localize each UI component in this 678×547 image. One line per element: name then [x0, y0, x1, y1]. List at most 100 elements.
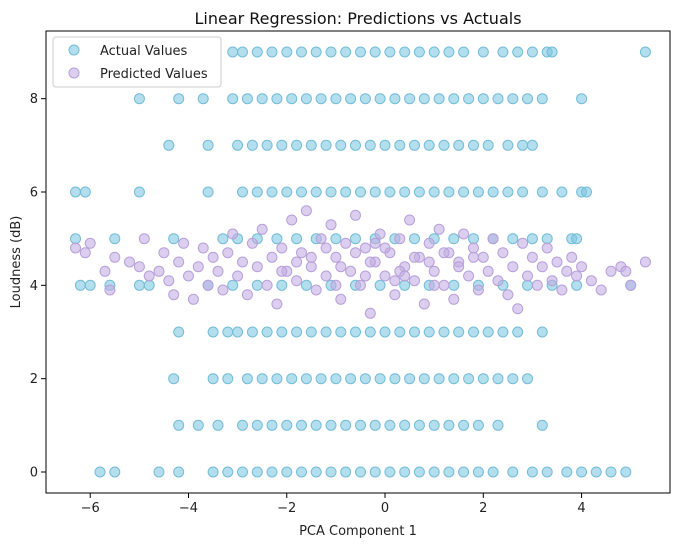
predicted-point	[468, 242, 479, 254]
x-tick-label: 0	[381, 501, 389, 516]
actual-point	[399, 279, 411, 291]
predicted-point	[212, 265, 224, 277]
actual-point	[251, 466, 263, 478]
y-tick-label: 4	[30, 279, 38, 294]
predicted-point	[497, 247, 509, 259]
predicted-point	[576, 261, 588, 273]
actual-point	[271, 373, 283, 385]
predicted-point	[325, 219, 337, 231]
predicted-point	[251, 261, 263, 273]
predicted-point	[404, 214, 416, 226]
actual-point	[325, 419, 337, 431]
predicted-point	[389, 289, 401, 301]
predicted-point	[595, 284, 607, 296]
predicted-point	[99, 265, 111, 277]
predicted-point	[340, 237, 352, 249]
predicted-point	[187, 293, 199, 305]
actual-point	[620, 466, 632, 478]
predicted-point	[291, 275, 303, 287]
actual-point	[517, 186, 529, 198]
actual-point	[639, 46, 651, 58]
predicted-point	[330, 251, 342, 263]
actual-point	[472, 186, 484, 198]
predicted-point	[620, 265, 632, 277]
actual-point	[571, 279, 583, 291]
predicted-point	[79, 247, 91, 259]
actual-point	[345, 93, 357, 105]
actual-point	[605, 466, 617, 478]
actual-point	[458, 419, 470, 431]
actual-point	[512, 46, 524, 58]
actual-point	[315, 93, 327, 105]
actual-point	[482, 139, 494, 151]
actual-point	[423, 139, 435, 151]
actual-point	[212, 419, 224, 431]
actual-point	[468, 326, 479, 338]
actual-point	[384, 419, 396, 431]
x-tick-label: −2	[277, 501, 296, 516]
actual-point	[237, 466, 248, 478]
actual-point	[497, 46, 509, 58]
actual-point	[369, 419, 381, 431]
actual-point	[379, 326, 391, 338]
actual-point	[256, 93, 268, 105]
predicted-point	[546, 275, 558, 287]
x-axis-label: PCA Component 1	[299, 524, 417, 539]
actual-point	[458, 46, 470, 58]
actual-point	[320, 326, 332, 338]
actual-point	[487, 466, 499, 478]
actual-point	[428, 46, 440, 58]
actual-point	[202, 186, 214, 198]
actual-point	[458, 466, 470, 478]
predicted-point	[241, 289, 253, 301]
predicted-point	[178, 237, 190, 249]
actual-point	[168, 373, 180, 385]
predicted-point	[153, 265, 165, 277]
actual-point	[502, 186, 514, 198]
actual-point	[369, 46, 381, 58]
actual-point	[477, 373, 489, 385]
actual-point	[325, 466, 337, 478]
actual-point	[463, 373, 475, 385]
actual-point	[241, 93, 253, 105]
actual-point	[399, 466, 411, 478]
actual-point	[350, 326, 361, 338]
actual-point	[536, 326, 548, 338]
predicted-point	[158, 247, 170, 259]
predicted-point	[222, 247, 234, 259]
actual-point	[266, 466, 278, 478]
actual-point	[227, 93, 239, 105]
actual-point	[374, 279, 386, 291]
predicted-point	[168, 289, 180, 301]
actual-point	[207, 326, 219, 338]
actual-point	[310, 419, 322, 431]
actual-point	[374, 373, 386, 385]
predicted-point	[541, 242, 553, 254]
actual-point	[522, 279, 533, 291]
actual-point	[364, 139, 376, 151]
predicted-point	[124, 256, 135, 268]
predicted-point	[330, 279, 342, 291]
actual-point	[418, 93, 430, 105]
predicted-point	[409, 275, 420, 287]
actual-point	[340, 466, 352, 478]
actual-point	[359, 93, 371, 105]
actual-point	[541, 233, 553, 245]
actual-point	[482, 326, 494, 338]
actual-point	[300, 279, 312, 291]
actual-point	[404, 373, 416, 385]
actual-point	[374, 93, 386, 105]
actual-point	[296, 46, 307, 58]
actual-point	[359, 373, 371, 385]
predicted-point	[389, 275, 401, 287]
actual-point	[507, 466, 519, 478]
predicted-point	[359, 270, 371, 282]
actual-point	[379, 139, 391, 151]
predicted-point	[345, 265, 357, 277]
predicted-point	[507, 261, 519, 273]
legend-marker-predicted	[68, 67, 80, 79]
actual-point	[458, 186, 470, 198]
y-tick-label: 2	[30, 372, 38, 387]
x-tick-label: −6	[81, 501, 100, 516]
